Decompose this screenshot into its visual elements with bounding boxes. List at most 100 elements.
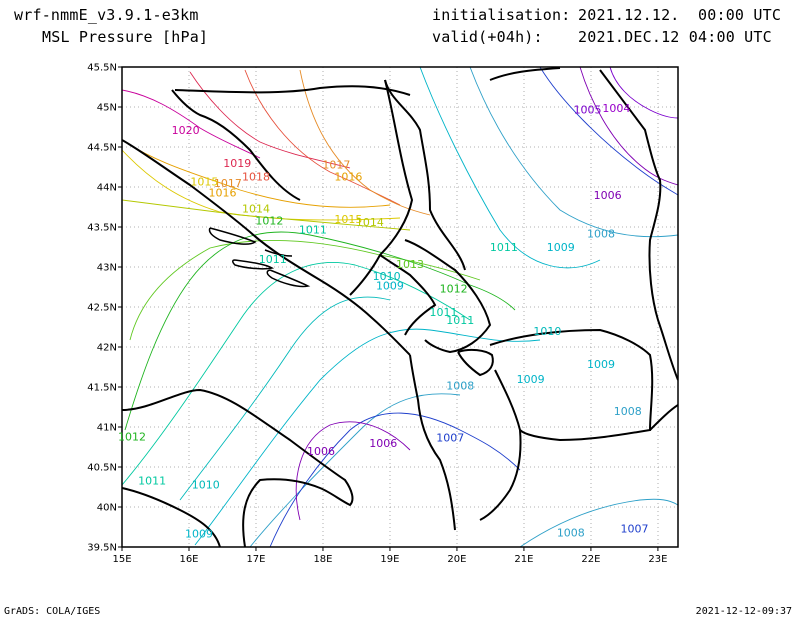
isobar-1010 [179,296,391,501]
x-axis-ticks: 15E 16E 17E 18E 19E 20E 21E 22E 23E [112,547,667,565]
valid-value: 2021.DEC.12 04:00 UTC [578,28,772,46]
y-tick-label: 44.5N [87,143,117,154]
contour-label: 1012 [440,283,468,296]
isobar-1006 [295,421,411,521]
contour-label: 1011 [259,253,287,266]
x-tick-label: 19E [380,554,399,565]
border-sava [174,85,411,96]
contour-label: 1014 [356,216,384,229]
isobar-1005 [609,67,678,119]
contour-label: 1018 [242,171,270,184]
x-tick-label: 22E [581,554,600,565]
border-romania [489,67,561,81]
y-tick-label: 42N [97,343,117,354]
contour-label: 1006 [594,189,622,202]
contour-label: 1005 [574,103,602,116]
contour-label: 1011 [138,475,166,488]
contour-label: 1017 [214,177,242,190]
islands [208,227,311,288]
contour-label: 1011 [490,241,518,254]
isobar-1009 [194,328,541,546]
isobar-1020 [122,89,261,159]
x-tick-label: 17E [246,554,265,565]
isobar-1008c [519,498,678,547]
contour-label: 1009 [376,279,404,292]
y-tick-label: 44N [97,183,117,194]
border-macedonia [489,328,654,442]
adriatic-coast-east [122,139,411,356]
border-greece-east [649,404,678,431]
contour-label: 1007 [620,523,648,536]
y-tick-label: 45N [97,103,117,114]
contour-label: 1013 [396,258,424,271]
italy-heel [122,487,221,547]
isobar-1016 [122,139,391,208]
isobar-1018 [244,69,401,206]
grid [122,67,678,547]
y-tick-label: 41N [97,423,117,434]
contour-label: 1010 [192,479,220,492]
isobar-1007 [269,412,521,547]
isobar-1008 [469,67,678,238]
contour-label: 1011 [299,223,327,236]
border-kosovo [404,239,492,354]
isobar-1007b [539,67,678,196]
contour-label: 1010 [373,270,401,283]
contour-label: 1009 [547,241,575,254]
contour-label: 1010 [533,325,561,338]
lake-ohrid [457,348,494,377]
contour-label: 1015 [334,213,362,226]
contour-label: 1006 [369,437,397,450]
contour-label: 1019 [223,157,251,170]
contour-label: 1007 [436,431,464,444]
island-4 [264,249,293,257]
isobars [122,67,678,547]
contour-label: 1017 [322,159,350,172]
contour-label: 1014 [242,203,270,216]
border-serbia-west [384,79,466,271]
contour-label: 1015 [190,175,218,188]
contour-label: 1012 [255,215,283,228]
border-bosnia-west [171,89,301,201]
island-2 [232,259,275,270]
border-bulgaria [599,69,678,381]
contour-label: 1016 [334,171,362,184]
isobar-1012 [124,231,516,431]
y-tick-label: 40N [97,503,117,514]
field-title: MSL Pressure [hPa] [42,28,209,46]
contour-label: 1011 [446,314,474,327]
y-tick-label: 40.5N [87,463,117,474]
contour-labels: 1020101910181017101610171016101510141012… [118,102,648,541]
contour-label: 1008 [557,527,585,540]
y-tick-label: 39.5N [87,543,117,554]
contour-label: 1012 [118,431,146,444]
isobar-1011 [122,262,471,486]
contour-label: 1009 [517,373,545,386]
x-tick-label: 15E [112,554,131,565]
italy-coast [122,388,354,547]
isobar-1019 [189,71,351,169]
x-tick-label: 18E [313,554,332,565]
footer-left: GrADS: COLA/IGES [4,606,101,617]
contour-label: 1020 [172,124,200,137]
isobar-1013 [129,240,481,341]
valid-label: valid(+04h): [432,28,543,46]
contour-label: 1008 [614,405,642,418]
x-tick-label: 16E [179,554,198,565]
y-tick-label: 43.5N [87,223,117,234]
y-tick-label: 42.5N [87,303,117,314]
x-tick-label: 20E [447,554,466,565]
isobar-1014 [122,199,411,231]
x-tick-label: 23E [648,554,667,565]
contour-label: 1008 [446,379,474,392]
x-tick-label: 21E [514,554,533,565]
island-3 [266,269,311,288]
contour-label: 1004 [602,102,630,115]
border-montenegro [379,254,437,336]
y-tick-label: 45.5N [87,63,117,74]
contour-label: 1008 [587,227,615,240]
island-1 [208,227,257,245]
contour-label: 1009 [587,358,615,371]
albania-coast [409,354,456,531]
